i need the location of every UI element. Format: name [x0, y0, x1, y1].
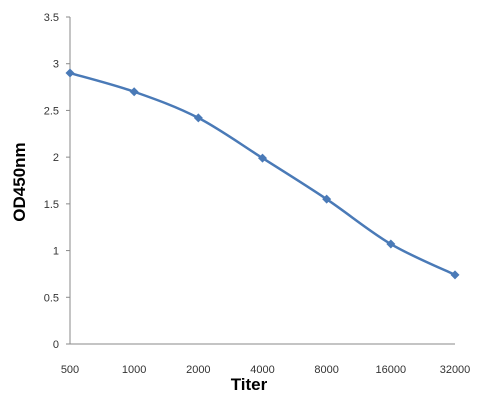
y-axis [66, 16, 71, 345]
series-line [69, 71, 456, 276]
y-tick-label: 0 [53, 339, 59, 351]
y-tick-label: 1 [53, 246, 59, 258]
data-point [65, 68, 75, 78]
y-tick-label: 3.5 [44, 12, 59, 24]
x-tick-label: 4000 [250, 364, 274, 376]
y-tick-label: 2 [53, 152, 59, 164]
x-tick-label: 2000 [186, 364, 210, 376]
y-axis-title: OD450nm [10, 142, 29, 221]
data-point [386, 239, 396, 249]
x-tick-label: 500 [61, 364, 79, 376]
data-point [129, 87, 139, 97]
data-point [322, 194, 332, 204]
x-tick-label: 32000 [440, 364, 471, 376]
x-tick-label: 8000 [314, 364, 338, 376]
data-point [193, 113, 203, 123]
x-tick-label: 16000 [376, 364, 407, 376]
data-point [450, 270, 460, 280]
y-tick-label: 1.5 [44, 199, 59, 211]
y-tick-label: 0.5 [44, 292, 59, 304]
y-tick-label: 3 [53, 59, 59, 71]
series-group [65, 68, 460, 280]
data-point [258, 153, 267, 163]
x-tick-label: 1000 [122, 364, 146, 376]
y-tick-label: 2.5 [44, 105, 59, 117]
y-tick-labels: 0 0.5 1 1.5 2 2.5 3 3.5 [44, 12, 59, 351]
x-axis-title: Titer [231, 375, 268, 394]
x-tick-labels: 500 1000 2000 4000 8000 16000 32000 [61, 364, 470, 376]
